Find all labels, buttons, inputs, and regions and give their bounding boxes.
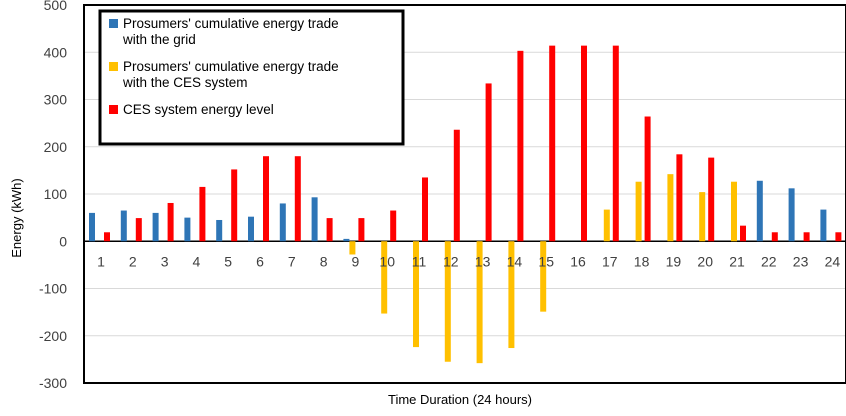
bar-series-2-11	[413, 241, 419, 348]
bar-series-3-17	[612, 45, 619, 242]
bar-series-3-6	[263, 156, 269, 242]
x-tick-label: 7	[288, 253, 296, 269]
bar-series-3-10	[390, 210, 397, 242]
y-tick-label: 0	[59, 233, 67, 249]
bar-series-1-4	[184, 217, 191, 242]
x-tick-label: 9	[352, 253, 360, 269]
bar-series-3-3	[167, 202, 174, 242]
bar-series-2-14	[508, 241, 515, 349]
x-tick-label: 6	[256, 253, 264, 269]
y-tick-label: 200	[44, 139, 68, 155]
bar-series-3-16	[581, 45, 587, 242]
legend-swatch	[109, 62, 118, 71]
x-tick-label: 21	[729, 253, 745, 269]
bar-series-3-15	[549, 45, 556, 242]
x-tick-label: 15	[538, 253, 554, 269]
bar-series-3-8	[326, 218, 333, 242]
x-tick-label: 18	[634, 253, 650, 269]
x-tick-label: 24	[825, 253, 841, 269]
x-tick-label: 23	[793, 253, 809, 269]
legend-label: with the CES system	[122, 75, 248, 90]
bar-series-3-20	[708, 157, 715, 242]
x-tick-label: 13	[475, 253, 491, 269]
bar-series-3-24	[835, 232, 842, 242]
bar-series-2-12	[444, 241, 451, 362]
legend-swatch	[109, 105, 118, 114]
bar-series-1-23	[788, 188, 795, 242]
bar-series-1-24	[820, 209, 827, 242]
bar-series-3-21	[740, 225, 746, 242]
bar-series-3-5	[231, 169, 238, 242]
bar-series-3-23	[803, 232, 810, 242]
bar-series-2-9	[349, 241, 356, 255]
bar-series-3-18	[644, 116, 651, 242]
bar-series-3-1	[104, 232, 110, 242]
bar-series-2-15	[540, 241, 547, 312]
bar-series-3-9	[358, 218, 365, 242]
bar-series-3-22	[771, 232, 778, 242]
x-tick-label: 20	[697, 253, 713, 269]
bar-series-2-20	[699, 192, 706, 242]
y-axis-title: Energy (kWh)	[9, 178, 24, 257]
x-tick-label: 4	[193, 253, 201, 269]
x-tick-label: 17	[602, 253, 618, 269]
bar-series-3-2	[135, 218, 142, 242]
x-axis-title: Time Duration (24 hours)	[388, 392, 532, 407]
bar-series-1-2	[120, 210, 127, 242]
x-tick-label: 3	[161, 253, 169, 269]
y-tick-label: -100	[39, 281, 67, 297]
bar-series-1-6	[248, 216, 254, 242]
y-tick-label: 300	[44, 92, 68, 108]
bar-series-2-17	[603, 209, 610, 242]
legend-swatch	[109, 19, 118, 28]
y-tick-label: 100	[44, 186, 68, 202]
bar-series-3-13	[485, 83, 492, 242]
bar-series-2-19	[667, 174, 674, 242]
bar-series-2-21	[731, 181, 737, 242]
bar-series-3-14	[517, 50, 524, 242]
bar-series-3-7	[294, 156, 301, 242]
bar-series-1-1	[89, 212, 95, 242]
bars	[89, 45, 842, 364]
x-tick-label: 12	[443, 253, 459, 269]
x-tick-label: 1	[97, 253, 105, 269]
y-tick-labels: -300 -200 -100 0 100 200 300 400 500	[39, 0, 67, 391]
bar-series-3-19	[676, 154, 683, 242]
bar-series-3-12	[453, 129, 460, 242]
x-tick-label: 19	[666, 253, 682, 269]
y-tick-label: -300	[39, 375, 67, 391]
legend-label: CES system energy level	[123, 102, 274, 117]
x-tick-label: 14	[507, 253, 523, 269]
x-tick-label: 11	[412, 253, 427, 269]
bar-series-3-11	[422, 177, 428, 242]
bar-series-2-10	[381, 241, 388, 314]
bar-series-2-18	[635, 181, 642, 242]
legend-box	[98, 9, 405, 146]
bar-series-1-8	[311, 197, 318, 242]
legend-label: Prosumers' cumulative energy trade	[123, 16, 339, 31]
x-tick-label: 22	[761, 253, 777, 269]
y-tick-label: -200	[39, 328, 67, 344]
bar-series-1-5	[216, 219, 223, 242]
bar-series-1-22	[756, 180, 763, 242]
legend-label: Prosumers' cumulative energy trade	[123, 59, 339, 74]
bar-series-2-13	[476, 241, 483, 364]
x-tick-label: 5	[224, 253, 232, 269]
x-tick-label: 8	[320, 253, 328, 269]
bar-series-1-9	[343, 238, 350, 242]
x-tick-label: 16	[570, 253, 586, 269]
bar-series-3-4	[199, 186, 206, 242]
bar-series-1-7	[279, 203, 286, 242]
x-tick-label: 2	[129, 253, 137, 269]
y-tick-label: 500	[44, 0, 68, 13]
bar-series-1-3	[152, 212, 159, 242]
x-tick-labels: 1 2 3 4 5 6 7 8 9 10 11 12 13 14 15 16 17 18 19 20 21 22 23 24	[97, 253, 840, 269]
legend-label: with the grid	[122, 32, 196, 47]
y-tick-label: 400	[44, 44, 68, 60]
x-tick-label: 10	[379, 253, 395, 269]
plot-frame	[83, 4, 846, 384]
